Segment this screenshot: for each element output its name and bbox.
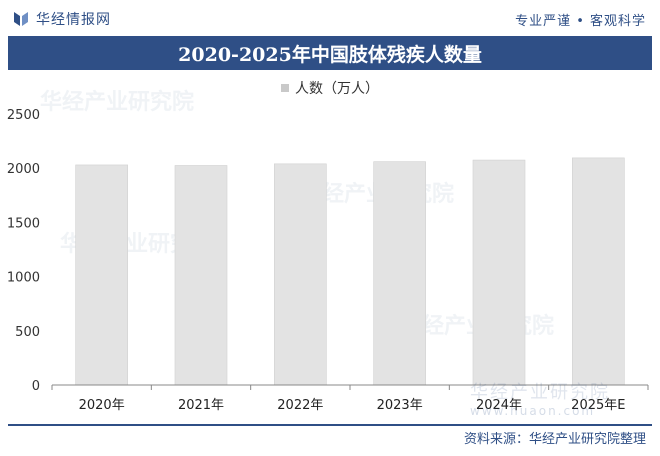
brand: 华经情报网 xyxy=(12,9,111,29)
footer-divider xyxy=(8,424,652,426)
x-tick-label: 2022年 xyxy=(277,398,323,413)
bar xyxy=(174,165,228,386)
bar xyxy=(274,163,327,386)
bar xyxy=(75,164,128,386)
title-bar: 2020-2025年中国肢体残疾人数量 xyxy=(8,36,652,70)
top-header: 华经情报网 专业严谨 • 客观科学 xyxy=(0,0,660,36)
x-tick-label: 2024年 xyxy=(476,398,522,413)
chart-legend: 人数（万人） xyxy=(0,78,660,98)
bar xyxy=(472,159,526,386)
legend-swatch xyxy=(281,84,289,92)
x-tick-label: 2023年 xyxy=(377,398,423,413)
source-note: 资料来源：华经产业研究院整理 xyxy=(463,432,646,447)
y-tick-label: 500 xyxy=(15,325,40,340)
y-tick-label: 2500 xyxy=(7,108,40,123)
y-tick-label: 0 xyxy=(32,379,40,394)
bars xyxy=(75,157,625,386)
x-tick-label: 2025年E xyxy=(571,398,625,413)
x-tick-label: 2021年 xyxy=(178,398,224,413)
brand-name: 华经情报网 xyxy=(36,12,111,28)
bar xyxy=(572,157,625,386)
y-axis: 0 500 1000 1500 2000 2500 xyxy=(7,108,40,394)
brand-logo-icon xyxy=(14,12,28,26)
y-tick-label: 1500 xyxy=(7,216,40,231)
x-axis: 2020年 2021年 2022年 2023年 2024年 2025年E xyxy=(51,384,649,413)
x-tick-label: 2020年 xyxy=(79,398,125,413)
y-tick-label: 2000 xyxy=(7,162,40,177)
legend-label: 人数（万人） xyxy=(295,81,379,97)
bar-chart: 0 500 1000 1500 2000 2500 2020年 2021年 2022年 2023… xyxy=(7,108,649,413)
chart-title: 2020-2025年中国肢体残疾人数量 xyxy=(178,43,482,66)
bar xyxy=(373,161,426,386)
y-tick-label: 1000 xyxy=(7,271,40,286)
slogan: 专业严谨 • 客观科学 xyxy=(515,14,646,29)
